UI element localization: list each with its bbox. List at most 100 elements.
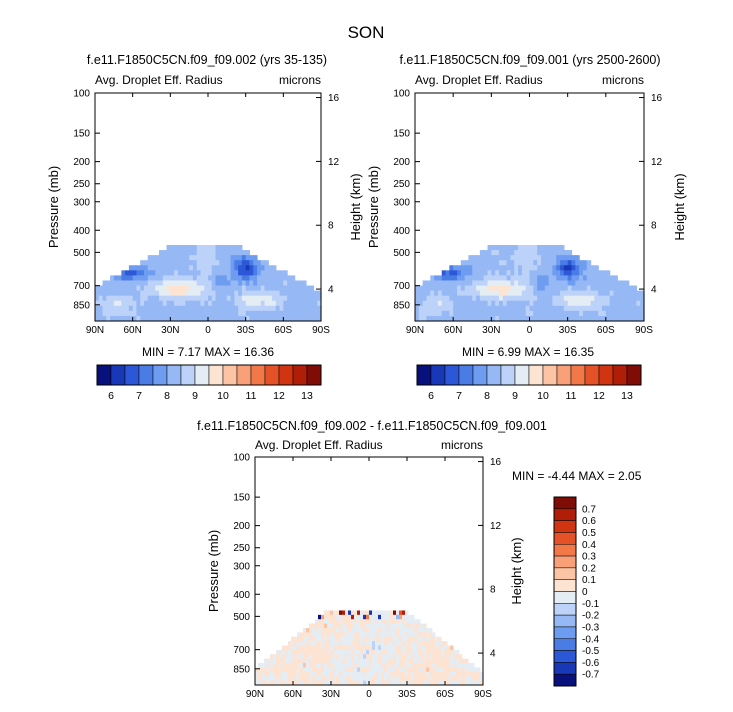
field-cell xyxy=(264,305,269,312)
field-cell xyxy=(249,310,254,317)
field-cell xyxy=(256,270,262,276)
panel-2-y2label: Height (km) xyxy=(672,173,687,240)
field-cell xyxy=(510,315,515,322)
field-cell xyxy=(321,663,325,668)
field-cell xyxy=(298,300,303,307)
field-cell xyxy=(159,280,164,287)
field-cell xyxy=(204,275,209,282)
field-cell xyxy=(255,680,259,686)
field-cell xyxy=(378,614,382,620)
field-cell xyxy=(264,663,268,668)
field-cell xyxy=(315,623,319,629)
field-cell xyxy=(387,610,391,616)
field-cell xyxy=(363,636,367,642)
field-cell xyxy=(241,300,247,307)
field-cell xyxy=(357,654,361,660)
field-cell xyxy=(447,663,451,668)
field-cell xyxy=(253,265,258,271)
field-cell xyxy=(402,632,406,638)
field-cell xyxy=(159,310,164,317)
field-cell xyxy=(487,280,492,287)
field-cell xyxy=(297,667,301,673)
field-cell xyxy=(285,663,289,668)
field-cell xyxy=(256,280,262,287)
field-cell xyxy=(491,250,496,256)
field-cell xyxy=(174,275,179,282)
field-cell xyxy=(510,290,515,297)
field-cell xyxy=(434,300,439,307)
field-cell xyxy=(381,667,385,673)
field-cell xyxy=(459,676,463,682)
field-cell xyxy=(483,275,489,282)
field-cell xyxy=(302,315,307,322)
field-cell xyxy=(255,671,259,677)
field-cell xyxy=(333,619,337,625)
field-cell xyxy=(449,285,454,292)
x-tick-label: 90S xyxy=(635,325,653,336)
field-cell xyxy=(498,245,504,251)
field-cell xyxy=(305,315,311,322)
field-cell xyxy=(345,654,349,660)
field-cell xyxy=(453,680,457,686)
field-cell xyxy=(540,315,546,322)
field-cell xyxy=(518,315,523,322)
field-cell xyxy=(189,285,194,292)
field-cell xyxy=(372,667,376,673)
panel-2-right-label: microns xyxy=(602,73,644,87)
field-cell xyxy=(479,260,485,266)
field-cell xyxy=(363,632,367,638)
field-cell xyxy=(441,645,445,651)
field-cell xyxy=(267,667,271,673)
field-cell xyxy=(498,305,504,312)
field-cell xyxy=(363,610,367,616)
field-cell xyxy=(287,290,292,297)
field-cell xyxy=(567,260,573,266)
field-cell xyxy=(121,290,126,297)
field-cell xyxy=(238,300,243,307)
field-cell xyxy=(294,649,298,655)
field-cell xyxy=(435,663,439,668)
field-cell xyxy=(170,305,175,312)
field-cell xyxy=(363,671,367,677)
colorbar-box xyxy=(553,555,577,569)
field-cell xyxy=(402,680,406,686)
field-cell xyxy=(287,310,292,317)
field-cell xyxy=(177,270,183,276)
field-cell xyxy=(196,270,202,276)
field-cell xyxy=(560,260,565,266)
field-cell xyxy=(102,280,107,287)
field-cell xyxy=(294,295,299,302)
field-cell xyxy=(317,295,322,302)
field-cell xyxy=(302,285,307,292)
field-cell xyxy=(264,658,268,664)
x-tick-label: 60N xyxy=(123,325,141,336)
field-cell xyxy=(369,680,373,686)
y2-tick-label: 12 xyxy=(328,157,340,168)
field-cell xyxy=(283,295,288,302)
field-cell xyxy=(437,275,443,282)
field-cell xyxy=(453,654,457,660)
field-cell xyxy=(256,305,262,312)
field-cell xyxy=(540,285,546,292)
field-cell xyxy=(357,636,361,642)
field-cell xyxy=(305,285,311,292)
field-cell xyxy=(189,295,194,302)
field-cell xyxy=(151,260,156,266)
field-cell xyxy=(598,315,603,322)
field-cell xyxy=(162,285,168,292)
field-cell xyxy=(498,255,504,261)
field-cell xyxy=(181,290,186,297)
field-cell xyxy=(272,295,277,302)
field-cell xyxy=(521,270,527,276)
field-cell xyxy=(330,663,334,668)
field-cell xyxy=(360,645,364,651)
field-cell xyxy=(502,285,508,292)
field-cell xyxy=(636,290,641,297)
field-cell xyxy=(417,623,421,629)
field-cell xyxy=(575,275,580,282)
field-cell xyxy=(563,280,569,287)
field-cell xyxy=(185,265,190,271)
field-cell xyxy=(264,680,268,686)
field-cell xyxy=(351,654,355,660)
field-cell xyxy=(621,290,626,297)
